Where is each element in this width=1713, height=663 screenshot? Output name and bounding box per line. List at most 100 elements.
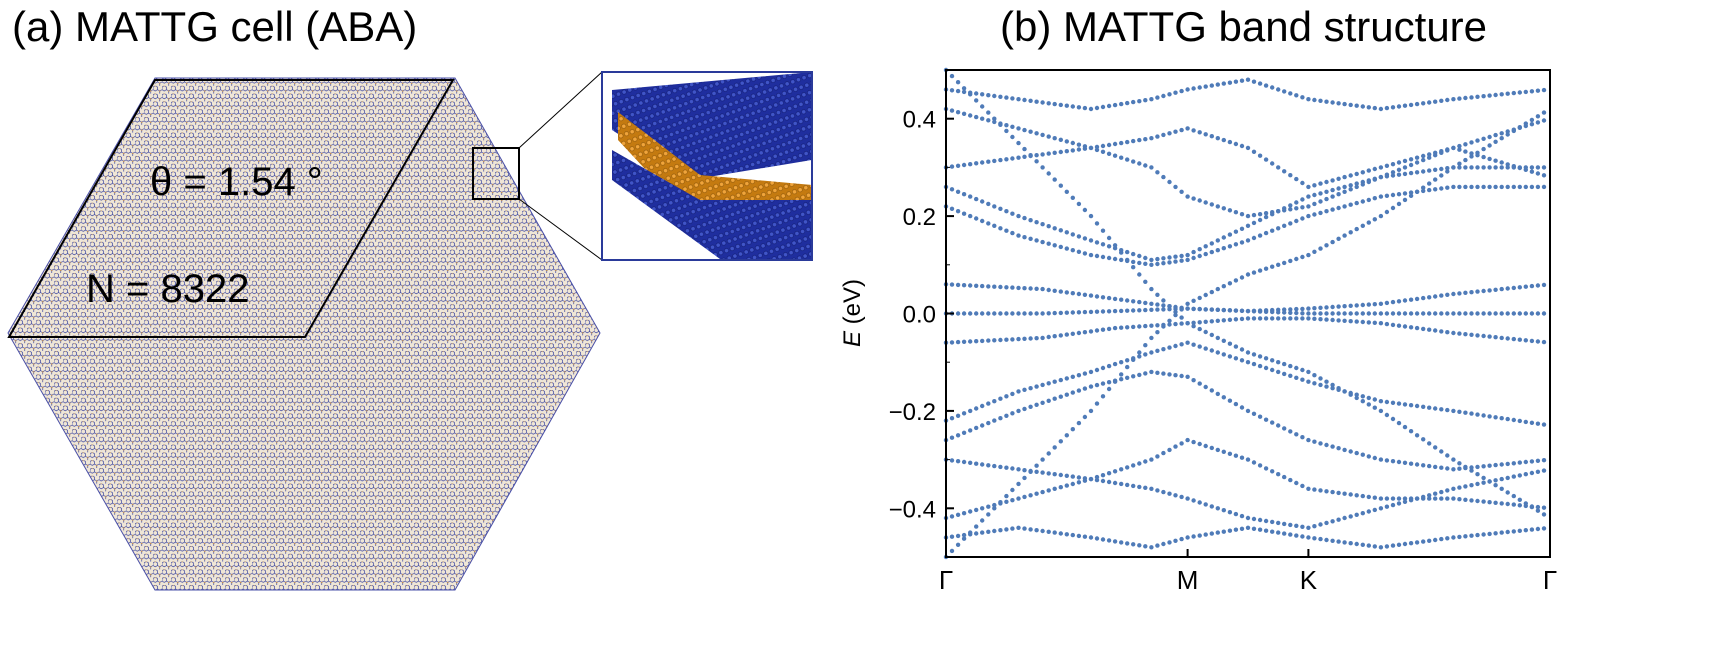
band-point [1100, 254, 1106, 260]
band-point [1016, 140, 1021, 146]
band-point [1064, 332, 1070, 337]
band-point [1106, 538, 1112, 543]
band-point [1372, 311, 1378, 316]
band-point [1221, 338, 1227, 343]
band-point [1475, 311, 1480, 316]
band-point [1408, 193, 1414, 198]
band-point [1324, 243, 1329, 248]
band-point [1427, 311, 1432, 316]
band-point [1070, 248, 1076, 253]
band-point [1469, 483, 1474, 488]
band-point [1487, 288, 1492, 293]
band-point [992, 284, 997, 289]
band-point [1324, 379, 1329, 384]
band-point [1511, 285, 1517, 291]
band-point [1022, 526, 1027, 531]
band-point [1119, 101, 1124, 107]
band-point [1330, 489, 1335, 495]
band-point [961, 459, 967, 465]
band-point [1421, 101, 1426, 106]
band-point [1016, 525, 1021, 530]
band-point [1270, 264, 1275, 269]
band-point [1270, 228, 1275, 233]
band-point [1137, 308, 1142, 313]
band-point [968, 408, 973, 414]
band-point [1094, 477, 1100, 483]
band-point [1100, 149, 1106, 154]
band-point [1396, 167, 1402, 172]
band-point [1499, 311, 1504, 316]
band-point [1137, 461, 1142, 466]
band-point [1288, 207, 1293, 212]
band-point [1408, 190, 1414, 195]
band-point [1227, 139, 1233, 145]
band-point [1493, 92, 1498, 98]
band-point [1288, 532, 1293, 537]
band-point [1270, 469, 1275, 474]
band-point [1209, 332, 1215, 338]
band-point [1022, 311, 1027, 316]
band-point [1125, 157, 1130, 162]
band-point [998, 284, 1003, 290]
band-point [1282, 310, 1287, 315]
band-point [961, 111, 967, 117]
x-tick-label: K [1300, 565, 1318, 595]
band-point [1070, 148, 1076, 153]
band-point [998, 416, 1003, 421]
band-point [1475, 498, 1480, 504]
band-point [1445, 466, 1450, 471]
band-point [1016, 97, 1021, 102]
band-point [1427, 295, 1432, 300]
band-point [992, 158, 997, 164]
band-point [1288, 173, 1293, 178]
band-point [1414, 496, 1420, 501]
band-point [1082, 105, 1088, 111]
band-point [1457, 165, 1462, 170]
band-point [1336, 517, 1341, 522]
band-point [1112, 153, 1118, 158]
band-point [1028, 311, 1033, 316]
band-point [1408, 541, 1414, 546]
band-point [1348, 303, 1353, 308]
band-point [1270, 161, 1275, 166]
band-point [1100, 478, 1106, 484]
band-point [1306, 379, 1311, 384]
band-point [1535, 339, 1541, 344]
band-point [1463, 95, 1468, 101]
band-point [1433, 150, 1438, 155]
band-point [961, 89, 967, 95]
band-point [1523, 503, 1529, 509]
band-point [1239, 143, 1245, 149]
band-point [1463, 149, 1468, 154]
band-point [1125, 100, 1130, 106]
band-point [1372, 397, 1378, 402]
band-point [1354, 311, 1359, 316]
band-point [1306, 306, 1311, 311]
band-point [1034, 153, 1039, 158]
band-point [1257, 463, 1263, 468]
band-point [1034, 384, 1039, 389]
band-point [949, 514, 955, 519]
band-point [1239, 347, 1245, 352]
band-point [1112, 256, 1118, 262]
band-point [986, 118, 991, 123]
unit-cell-outline [7, 79, 455, 338]
band-point [1324, 537, 1329, 543]
band-point [1396, 172, 1402, 177]
band-point [968, 213, 973, 219]
band-point [1209, 388, 1215, 393]
band-point [1541, 87, 1547, 93]
band-point [1155, 302, 1160, 307]
band-point [1058, 149, 1064, 155]
band-point [1511, 336, 1517, 342]
band-point [1197, 441, 1202, 447]
band-point [1173, 343, 1178, 349]
band-point [992, 116, 997, 121]
band-point [1106, 151, 1112, 156]
band-point [1457, 147, 1462, 152]
band-point [1402, 298, 1408, 303]
band-point [1125, 541, 1130, 546]
band-point [1270, 519, 1275, 525]
band-point [1529, 338, 1535, 344]
